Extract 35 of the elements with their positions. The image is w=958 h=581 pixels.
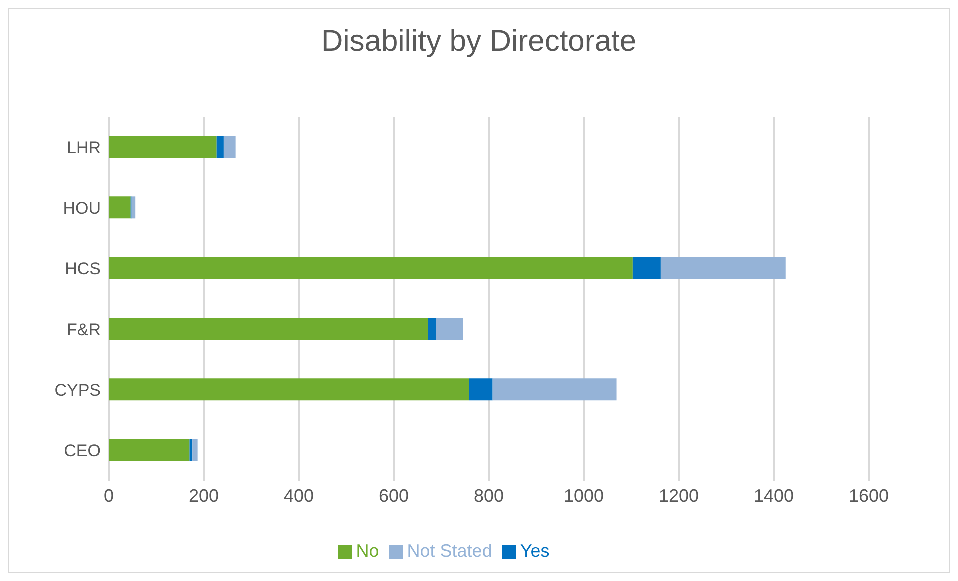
x-tick-label: 800 (474, 486, 504, 506)
x-tick-label: 200 (188, 486, 220, 506)
legend-label: Not Stated (407, 541, 492, 561)
y-tick-label: HCS (65, 260, 101, 279)
x-tick-label: 1600 (848, 486, 890, 506)
bar (660, 257, 786, 280)
bar (216, 136, 224, 158)
y-tick-label: CYPS (54, 381, 101, 400)
y-tick-label: F&R (67, 320, 101, 340)
bar (109, 136, 217, 158)
bar (109, 378, 470, 401)
x-tick-label: 400 (284, 486, 314, 506)
bar (109, 257, 633, 280)
bar (109, 439, 190, 462)
bar (109, 196, 131, 219)
bar (469, 378, 493, 401)
x-tick-label: 0 (104, 486, 114, 506)
bar (632, 257, 661, 280)
x-tick-label: 1000 (564, 486, 604, 506)
bar (224, 136, 236, 158)
bar (436, 318, 464, 340)
bar (109, 318, 428, 340)
bar (428, 318, 436, 340)
x-tick-label: 600 (378, 486, 410, 506)
x-tick-label: 1200 (658, 486, 700, 506)
y-tick-label: CEO (64, 442, 101, 461)
legend-label: Yes (520, 541, 550, 561)
x-tick-label: 1400 (754, 486, 794, 506)
bar (132, 196, 136, 219)
y-tick-label: HOU (63, 199, 101, 218)
legend-label: No (356, 541, 380, 561)
bar (192, 439, 198, 462)
bar (492, 378, 617, 401)
chart-title: Disability by Directorate (320, 24, 638, 60)
y-tick-label: LHR (66, 138, 101, 158)
